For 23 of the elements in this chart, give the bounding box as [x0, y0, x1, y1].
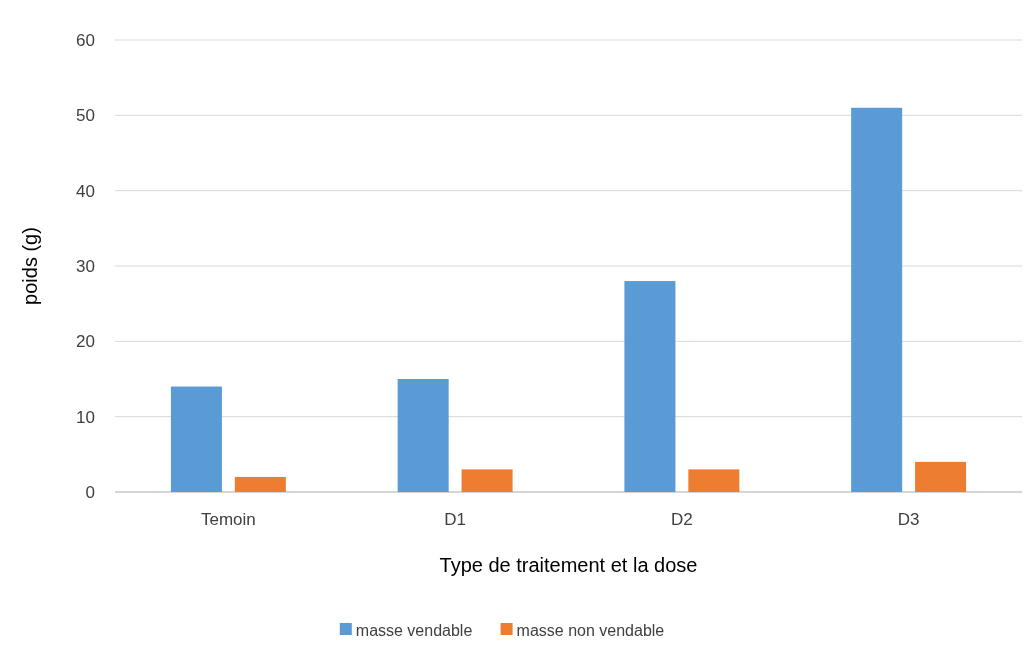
bar [624, 281, 676, 492]
y-tick-label: 0 [85, 482, 95, 502]
bar [851, 107, 903, 492]
y-axis-title: poids (g) [19, 227, 41, 305]
y-tick-label: 40 [76, 181, 95, 201]
x-tick-label: D3 [897, 510, 920, 529]
y-tick-label: 20 [76, 332, 95, 352]
x-tick-label: Temoin [200, 510, 256, 529]
y-tick-label: 10 [76, 407, 95, 427]
bar [461, 469, 513, 492]
legend-label: masse vendable [355, 621, 473, 639]
bar [688, 469, 740, 492]
x-axis-title: Type de traitement et la dose [439, 554, 698, 576]
bar [170, 386, 222, 492]
bar [397, 379, 449, 492]
y-tick-label: 50 [76, 106, 95, 126]
x-tick-label: D2 [671, 510, 693, 529]
bar [915, 461, 967, 492]
y-tick-label: 30 [76, 256, 95, 276]
x-tick-label: D1 [444, 510, 466, 529]
legend-label: masse non vendable [516, 621, 665, 639]
y-tick-label: 60 [76, 30, 95, 50]
bar [234, 476, 286, 492]
